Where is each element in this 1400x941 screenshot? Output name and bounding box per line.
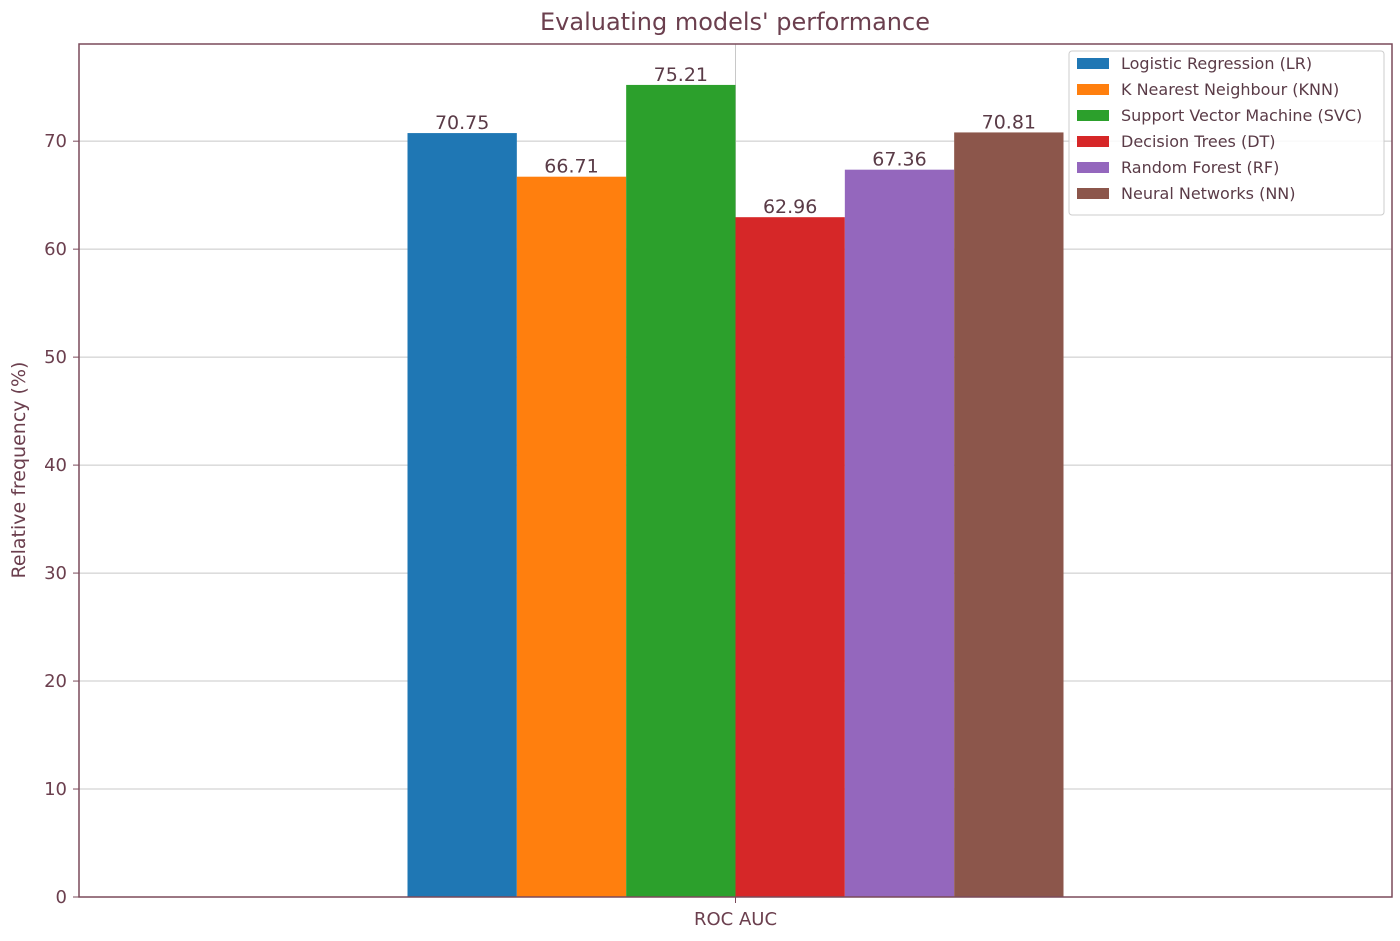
bar-value-labels: 70.75 66.71 75.21 62.96 67.36 70.81 (435, 64, 1036, 218)
legend-label: Random Forest (RF) (1121, 158, 1279, 177)
bar-value-label: 70.75 (435, 112, 489, 134)
y-tick-label: 20 (44, 671, 67, 692)
legend-label: Support Vector Machine (SVC) (1121, 106, 1362, 125)
plot-frame (78, 43, 1393, 898)
bar (407, 133, 517, 898)
bar-value-label: 62.96 (763, 196, 817, 218)
bar (735, 217, 845, 897)
y-tick-label: 0 (56, 887, 67, 908)
y-tick-label: 60 (44, 239, 67, 260)
legend-swatch (1077, 136, 1109, 147)
bar (954, 132, 1064, 897)
legend: Logistic Regression (LR) K Nearest Neighb… (1068, 50, 1385, 216)
bar-value-label: 67.36 (872, 149, 926, 171)
y-axis-label: Relative frequency (%) (8, 362, 30, 579)
x-tick-label: ROC AUC (694, 909, 777, 930)
bars (407, 84, 1064, 898)
legend-swatch (1077, 84, 1109, 95)
y-tick-label: 10 (44, 779, 67, 800)
legend-label: Decision Trees (DT) (1121, 132, 1276, 151)
bar (844, 169, 955, 898)
y-tick-label: 30 (44, 563, 67, 584)
y-axis-ticks: 0 10 20 30 40 50 60 70 (44, 131, 79, 908)
y-tick-label: 70 (44, 131, 67, 152)
legend-swatch (1077, 188, 1109, 199)
legend-label: Neural Networks (NN) (1121, 184, 1296, 203)
bar (516, 176, 627, 898)
bar (626, 84, 736, 897)
legend-box (1068, 50, 1385, 216)
y-tick-label: 50 (44, 347, 67, 368)
legend-swatch (1077, 162, 1109, 173)
chart-title: Evaluating models' performance (540, 8, 930, 36)
legend-label: Logistic Regression (LR) (1121, 54, 1312, 73)
bar-value-label: 75.21 (654, 64, 708, 86)
legend-label: K Nearest Neighbour (KNN) (1121, 80, 1339, 99)
y-tick-label: 40 (44, 455, 67, 476)
x-axis-ticks: ROC AUC (694, 897, 777, 930)
bar-value-label: 70.81 (982, 111, 1036, 133)
bar-value-label: 66.71 (544, 156, 598, 178)
legend-swatch (1077, 58, 1109, 69)
legend-swatch (1077, 110, 1109, 121)
